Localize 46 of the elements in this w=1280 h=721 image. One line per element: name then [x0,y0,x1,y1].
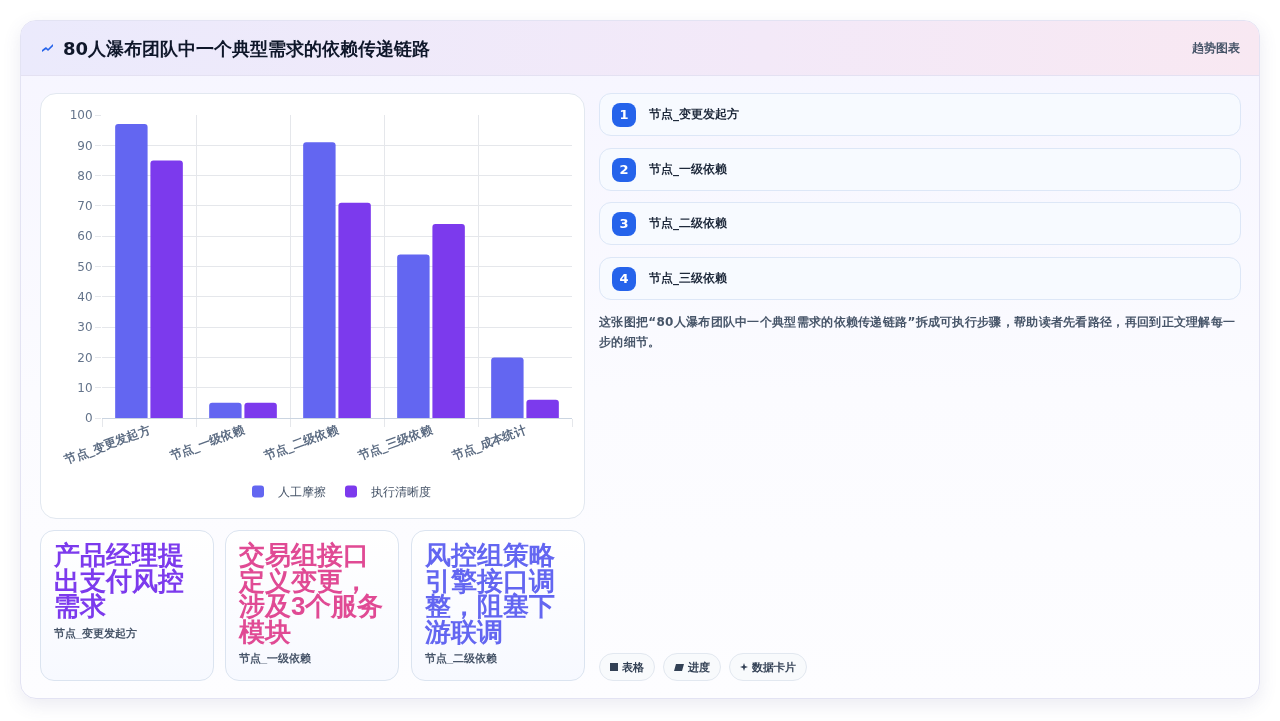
bar [397,254,430,418]
text: 80人瀑布团队中一个典型需求的依赖传递链路 [63,37,431,61]
y-tick-label: 90 [77,138,93,153]
text: 节点_一级依赖 [649,160,727,179]
text: 节点_三级依赖 [649,269,727,288]
bar [303,142,336,418]
y-tick-label: 10 [77,380,93,395]
x-tick-label: 节点_一级依赖 [167,422,248,464]
legend-label: 执行清晰度 [371,485,431,500]
y-tick-label: 100 [69,108,93,123]
text: 进度 [688,659,710,675]
text: 趋势图表 [1192,40,1240,57]
text: 2 [612,157,636,182]
y-tick-label: 20 [77,350,93,365]
text: 表格 [622,659,644,675]
text: 交易组接口定义变更，涉及3个服务模块 [239,540,385,647]
x-tick-label: 节点_成本统计 [449,422,529,464]
bar [209,402,242,418]
legend-label: 人工摩擦 [278,485,326,500]
text: 节点_变更发起方 [54,625,139,641]
bar [432,224,465,418]
text: 风控组策略引擎接口调整，阻塞下游联调 [425,540,556,647]
text: 1 [612,103,636,127]
text: 节点_变更发起方 [649,106,739,124]
bar [115,124,148,418]
y-tick-label: 80 [77,168,93,183]
bar [526,399,559,418]
text: 节点_二级依赖 [425,651,499,666]
text: 4 [612,266,636,291]
bar [491,357,524,418]
y-tick-label: 50 [77,259,93,274]
text: 数据卡片 [752,659,796,675]
text: 节点_二级依赖 [649,215,727,233]
text: 3 [612,212,636,237]
bar [150,160,183,418]
x-tick-label: 节点_二级依赖 [261,422,342,464]
text: 这张图把“80人瀑布团队中一个典型需求的依赖传递链路”拆成可执行步骤，帮助读者先看路径，再回到正文理解每一步的细节。 [599,314,1237,351]
bar [244,402,277,418]
y-tick-label: 60 [77,229,93,244]
y-tick-label: 30 [77,320,93,335]
x-tick-label: 节点_三级依赖 [355,422,436,464]
y-tick-label: 40 [77,290,93,304]
text: 节点_一级依赖 [239,651,313,666]
text: 产品经理提出支付风控需求 [54,540,185,621]
y-tick-label: 70 [77,199,93,214]
bar [338,202,371,418]
